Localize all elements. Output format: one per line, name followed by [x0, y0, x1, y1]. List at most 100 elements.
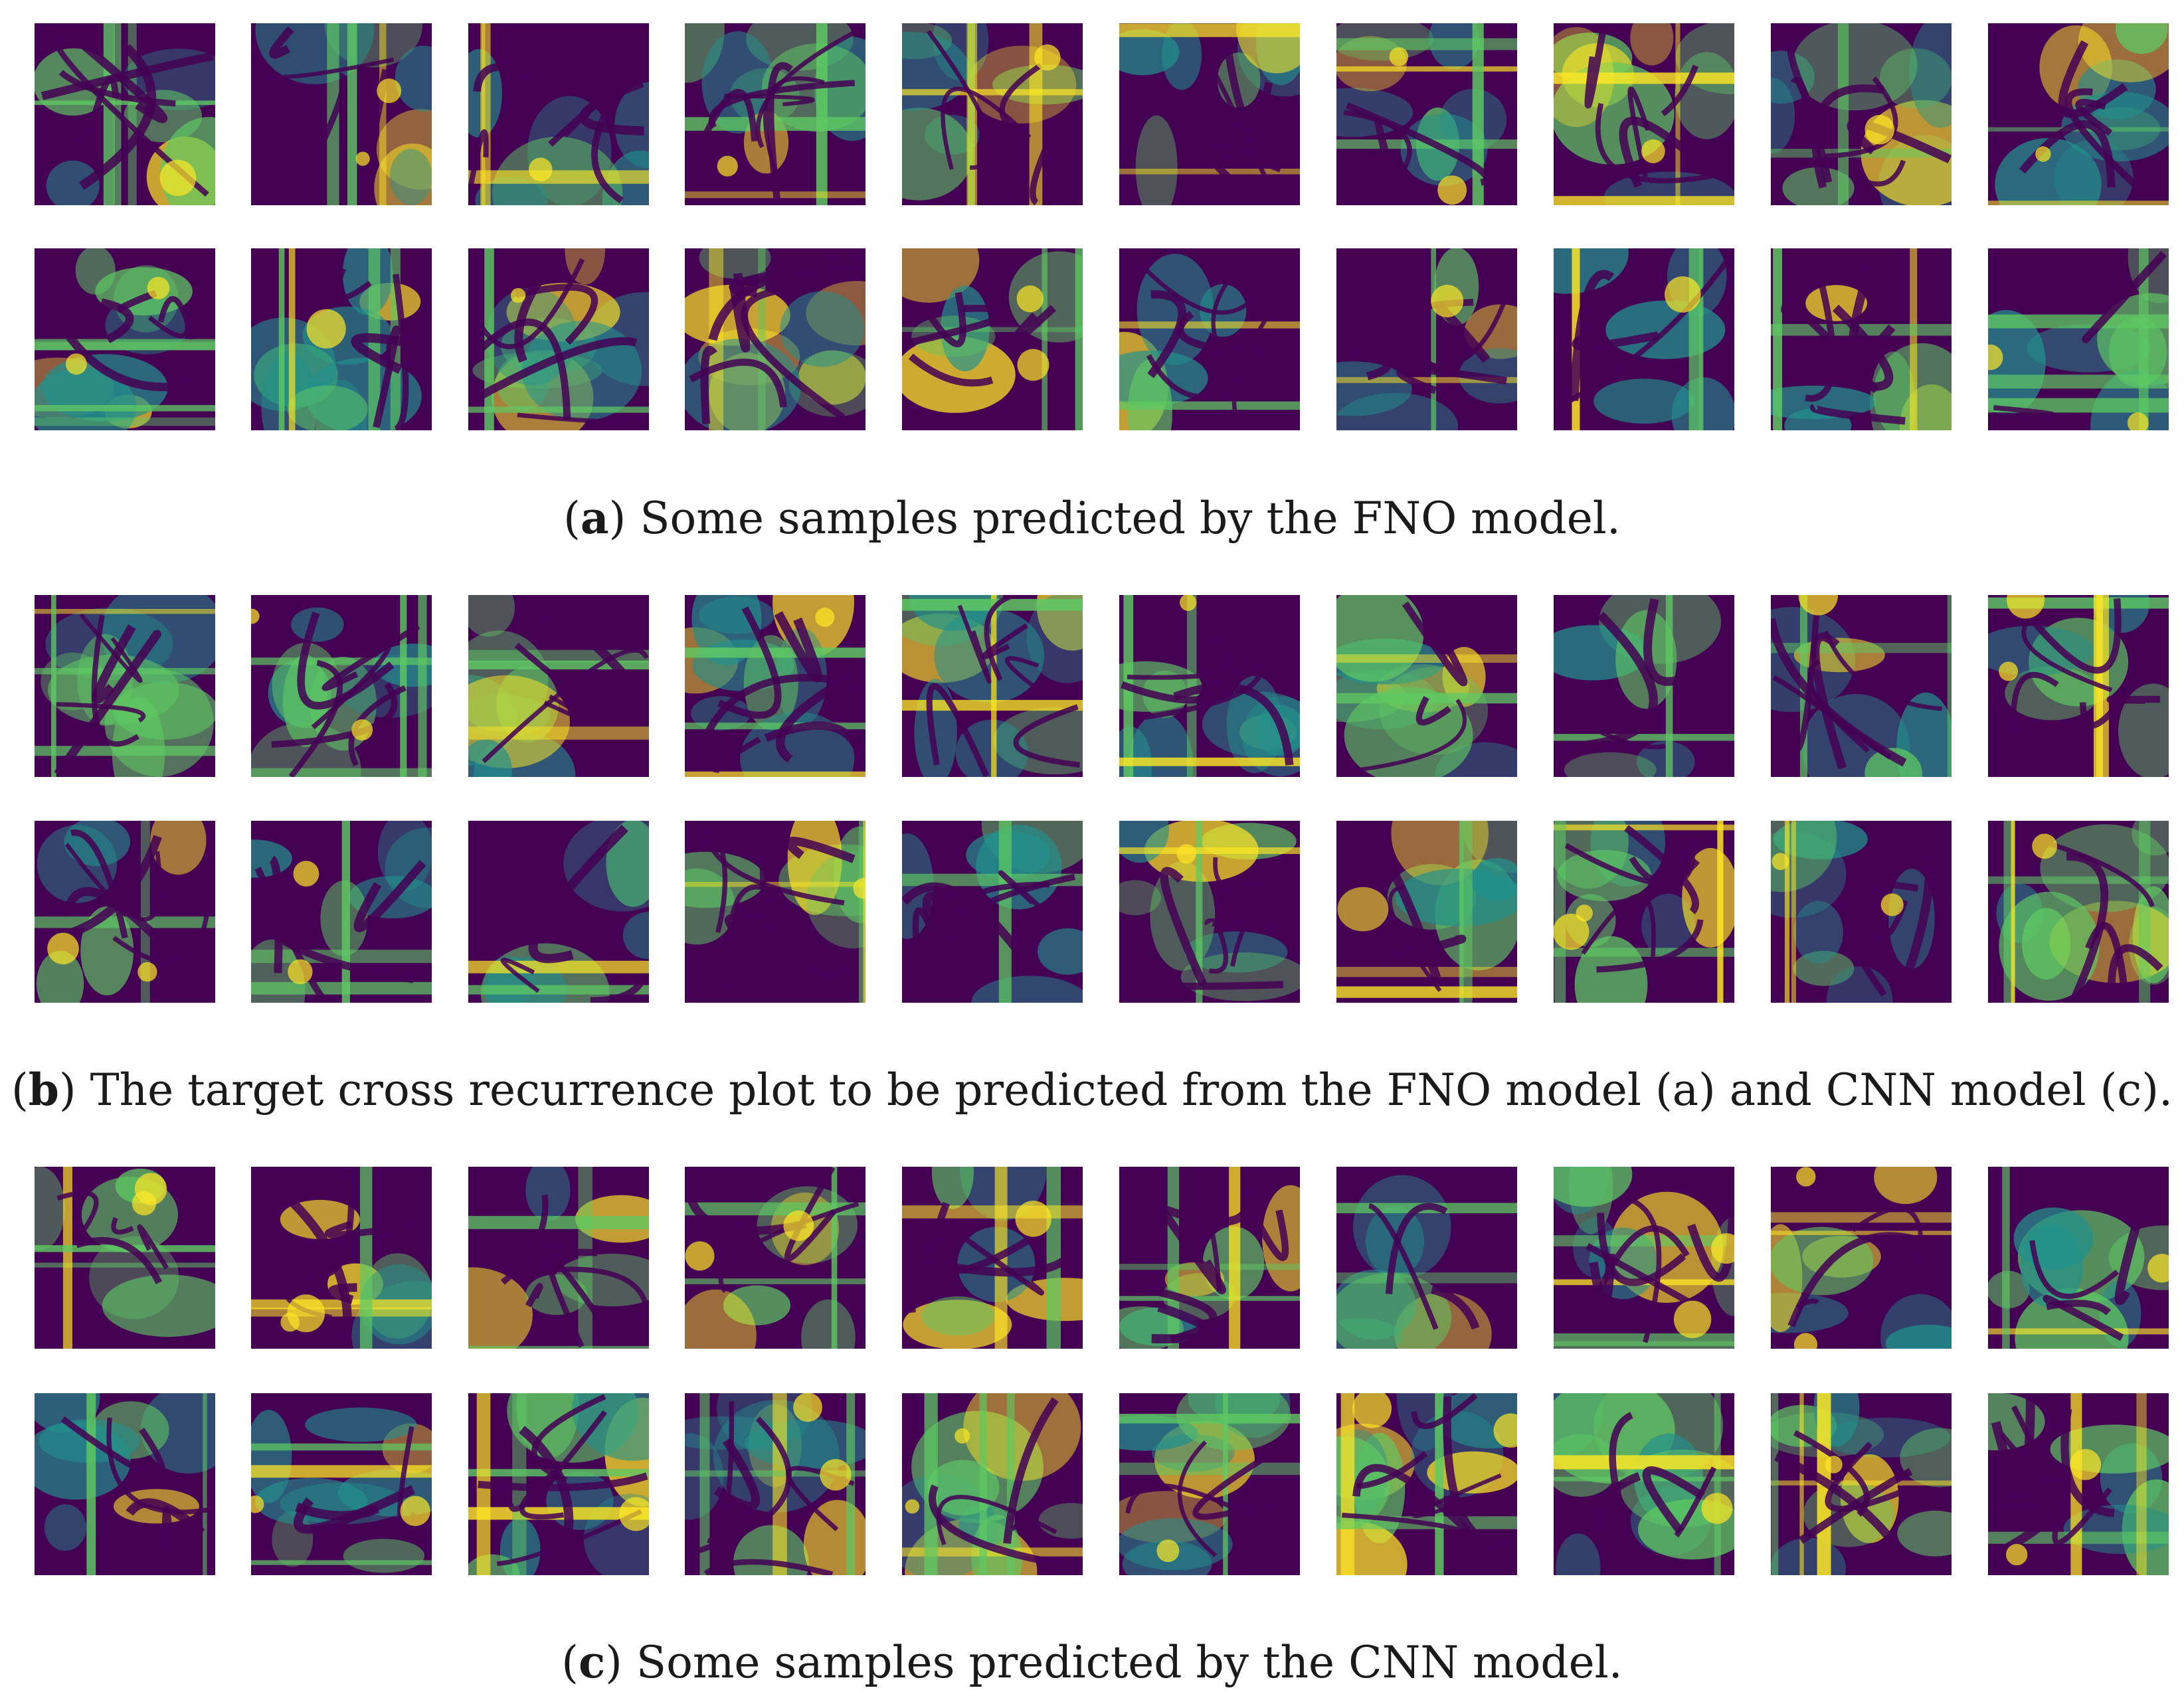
heatmap-tile-b-4	[685, 595, 865, 777]
heatmap-image	[1771, 1167, 1952, 1349]
heatmap-image	[1988, 23, 2169, 205]
heatmap-tile-a-12	[251, 248, 432, 430]
heatmap-tile-b-18	[1554, 821, 1734, 1003]
heatmap-tile-a-1	[35, 23, 215, 205]
caption-c-open: (	[561, 1637, 579, 1688]
heatmap-tile-b-11	[35, 821, 215, 1003]
heatmap-tile-a-13	[468, 248, 649, 430]
heatmap-tile-a-9	[1771, 23, 1952, 205]
heatmap-image	[251, 23, 432, 205]
heatmap-image	[1988, 1393, 2169, 1575]
heatmap-tile-a-11	[35, 248, 215, 430]
heatmap-tile-b-16	[1119, 821, 1300, 1003]
heatmap-tile-c-3	[468, 1167, 649, 1349]
heatmap-image	[1336, 248, 1517, 430]
heatmap-image	[468, 248, 649, 430]
caption-a-letter: a	[580, 492, 609, 544]
heatmap-tile-a-15	[902, 248, 1083, 430]
heatmap-image	[902, 595, 1083, 777]
heatmap-tile-b-20	[1988, 821, 2169, 1003]
heatmap-image	[1988, 595, 2169, 777]
heatmap-tile-c-4	[685, 1167, 865, 1349]
heatmap-tile-c-9	[1771, 1167, 1952, 1349]
heatmap-tile-c-5	[902, 1167, 1083, 1349]
heatmap-tile-b-8	[1554, 595, 1734, 777]
heatmap-image	[902, 23, 1083, 205]
heatmap-tile-b-1	[35, 595, 215, 777]
heatmap-tile-b-5	[902, 595, 1083, 777]
heatmap-tile-a-19	[1771, 248, 1952, 430]
heatmap-tile-a-18	[1554, 248, 1734, 430]
heatmap-image	[685, 23, 865, 205]
caption-b-text: ) The target cross recurrence plot to be…	[58, 1064, 2173, 1116]
heatmap-tile-c-11	[35, 1393, 215, 1575]
heatmap-tile-b-3	[468, 595, 649, 777]
heatmap-image	[1119, 821, 1300, 1003]
heatmap-image	[35, 595, 215, 777]
heatmap-image	[685, 821, 865, 1003]
heatmap-tile-a-10	[1988, 23, 2169, 205]
heatmap-image	[251, 1167, 432, 1349]
heatmap-image	[1988, 1167, 2169, 1349]
heatmap-image	[251, 821, 432, 1003]
heatmap-tile-b-9	[1771, 595, 1952, 777]
heatmap-tile-c-15	[902, 1393, 1083, 1575]
heatmap-tile-b-6	[1119, 595, 1300, 777]
heatmap-tile-a-7	[1336, 23, 1517, 205]
heatmap-image	[1771, 595, 1952, 777]
heatmap-image	[685, 1393, 865, 1575]
heatmap-image	[1119, 248, 1300, 430]
heatmap-image	[1554, 23, 1734, 205]
heatmap-image	[1336, 1393, 1517, 1575]
heatmap-image	[35, 1393, 215, 1575]
caption-a-open: (	[563, 493, 581, 544]
heatmap-tile-a-2	[251, 23, 432, 205]
heatmap-tile-b-2	[251, 595, 432, 777]
heatmap-tile-a-3	[468, 23, 649, 205]
heatmap-image	[35, 23, 215, 205]
heatmap-image	[1336, 595, 1517, 777]
heatmap-image	[902, 1393, 1083, 1575]
caption-b: (b) The target cross recurrence plot to …	[0, 1063, 2184, 1117]
heatmap-image	[1554, 1393, 1734, 1575]
heatmap-image	[468, 595, 649, 777]
caption-b-open: (	[11, 1064, 29, 1116]
heatmap-tile-a-5	[902, 23, 1083, 205]
heatmap-tile-c-2	[251, 1167, 432, 1349]
heatmap-tile-c-19	[1771, 1393, 1952, 1575]
heatmap-tile-b-15	[902, 821, 1083, 1003]
heatmap-tile-a-20	[1988, 248, 2169, 430]
heatmap-image	[902, 1167, 1083, 1349]
heatmap-tile-c-13	[468, 1393, 649, 1575]
heatmap-image	[1336, 23, 1517, 205]
heatmap-tile-b-10	[1988, 595, 2169, 777]
heatmap-tile-c-18	[1554, 1393, 1734, 1575]
heatmap-image	[1119, 1167, 1300, 1349]
heatmap-image	[1336, 821, 1517, 1003]
heatmap-image	[251, 595, 432, 777]
caption-b-letter: b	[28, 1064, 59, 1116]
heatmap-image	[902, 248, 1083, 430]
heatmap-tile-c-1	[35, 1167, 215, 1349]
heatmap-image	[468, 1167, 649, 1349]
heatmap-image	[1988, 248, 2169, 430]
heatmap-image	[251, 1393, 432, 1575]
heatmap-tile-c-6	[1119, 1167, 1300, 1349]
heatmap-image	[251, 248, 432, 430]
heatmap-image	[1336, 1167, 1517, 1349]
heatmap-image	[468, 1393, 649, 1575]
heatmap-image	[1988, 821, 2169, 1003]
caption-c: (c) Some samples predicted by the CNN mo…	[0, 1636, 2184, 1689]
heatmap-tile-b-14	[685, 821, 865, 1003]
heatmap-tile-c-14	[685, 1393, 865, 1575]
heatmap-image	[1771, 821, 1952, 1003]
heatmap-image	[1119, 1393, 1300, 1575]
heatmap-tile-a-6	[1119, 23, 1300, 205]
heatmap-tile-c-8	[1554, 1167, 1734, 1349]
heatmap-image	[1771, 248, 1952, 430]
heatmap-image	[468, 821, 649, 1003]
heatmap-image	[35, 248, 215, 430]
heatmap-tile-b-12	[251, 821, 432, 1003]
heatmap-tile-b-17	[1336, 821, 1517, 1003]
heatmap-tile-a-8	[1554, 23, 1734, 205]
